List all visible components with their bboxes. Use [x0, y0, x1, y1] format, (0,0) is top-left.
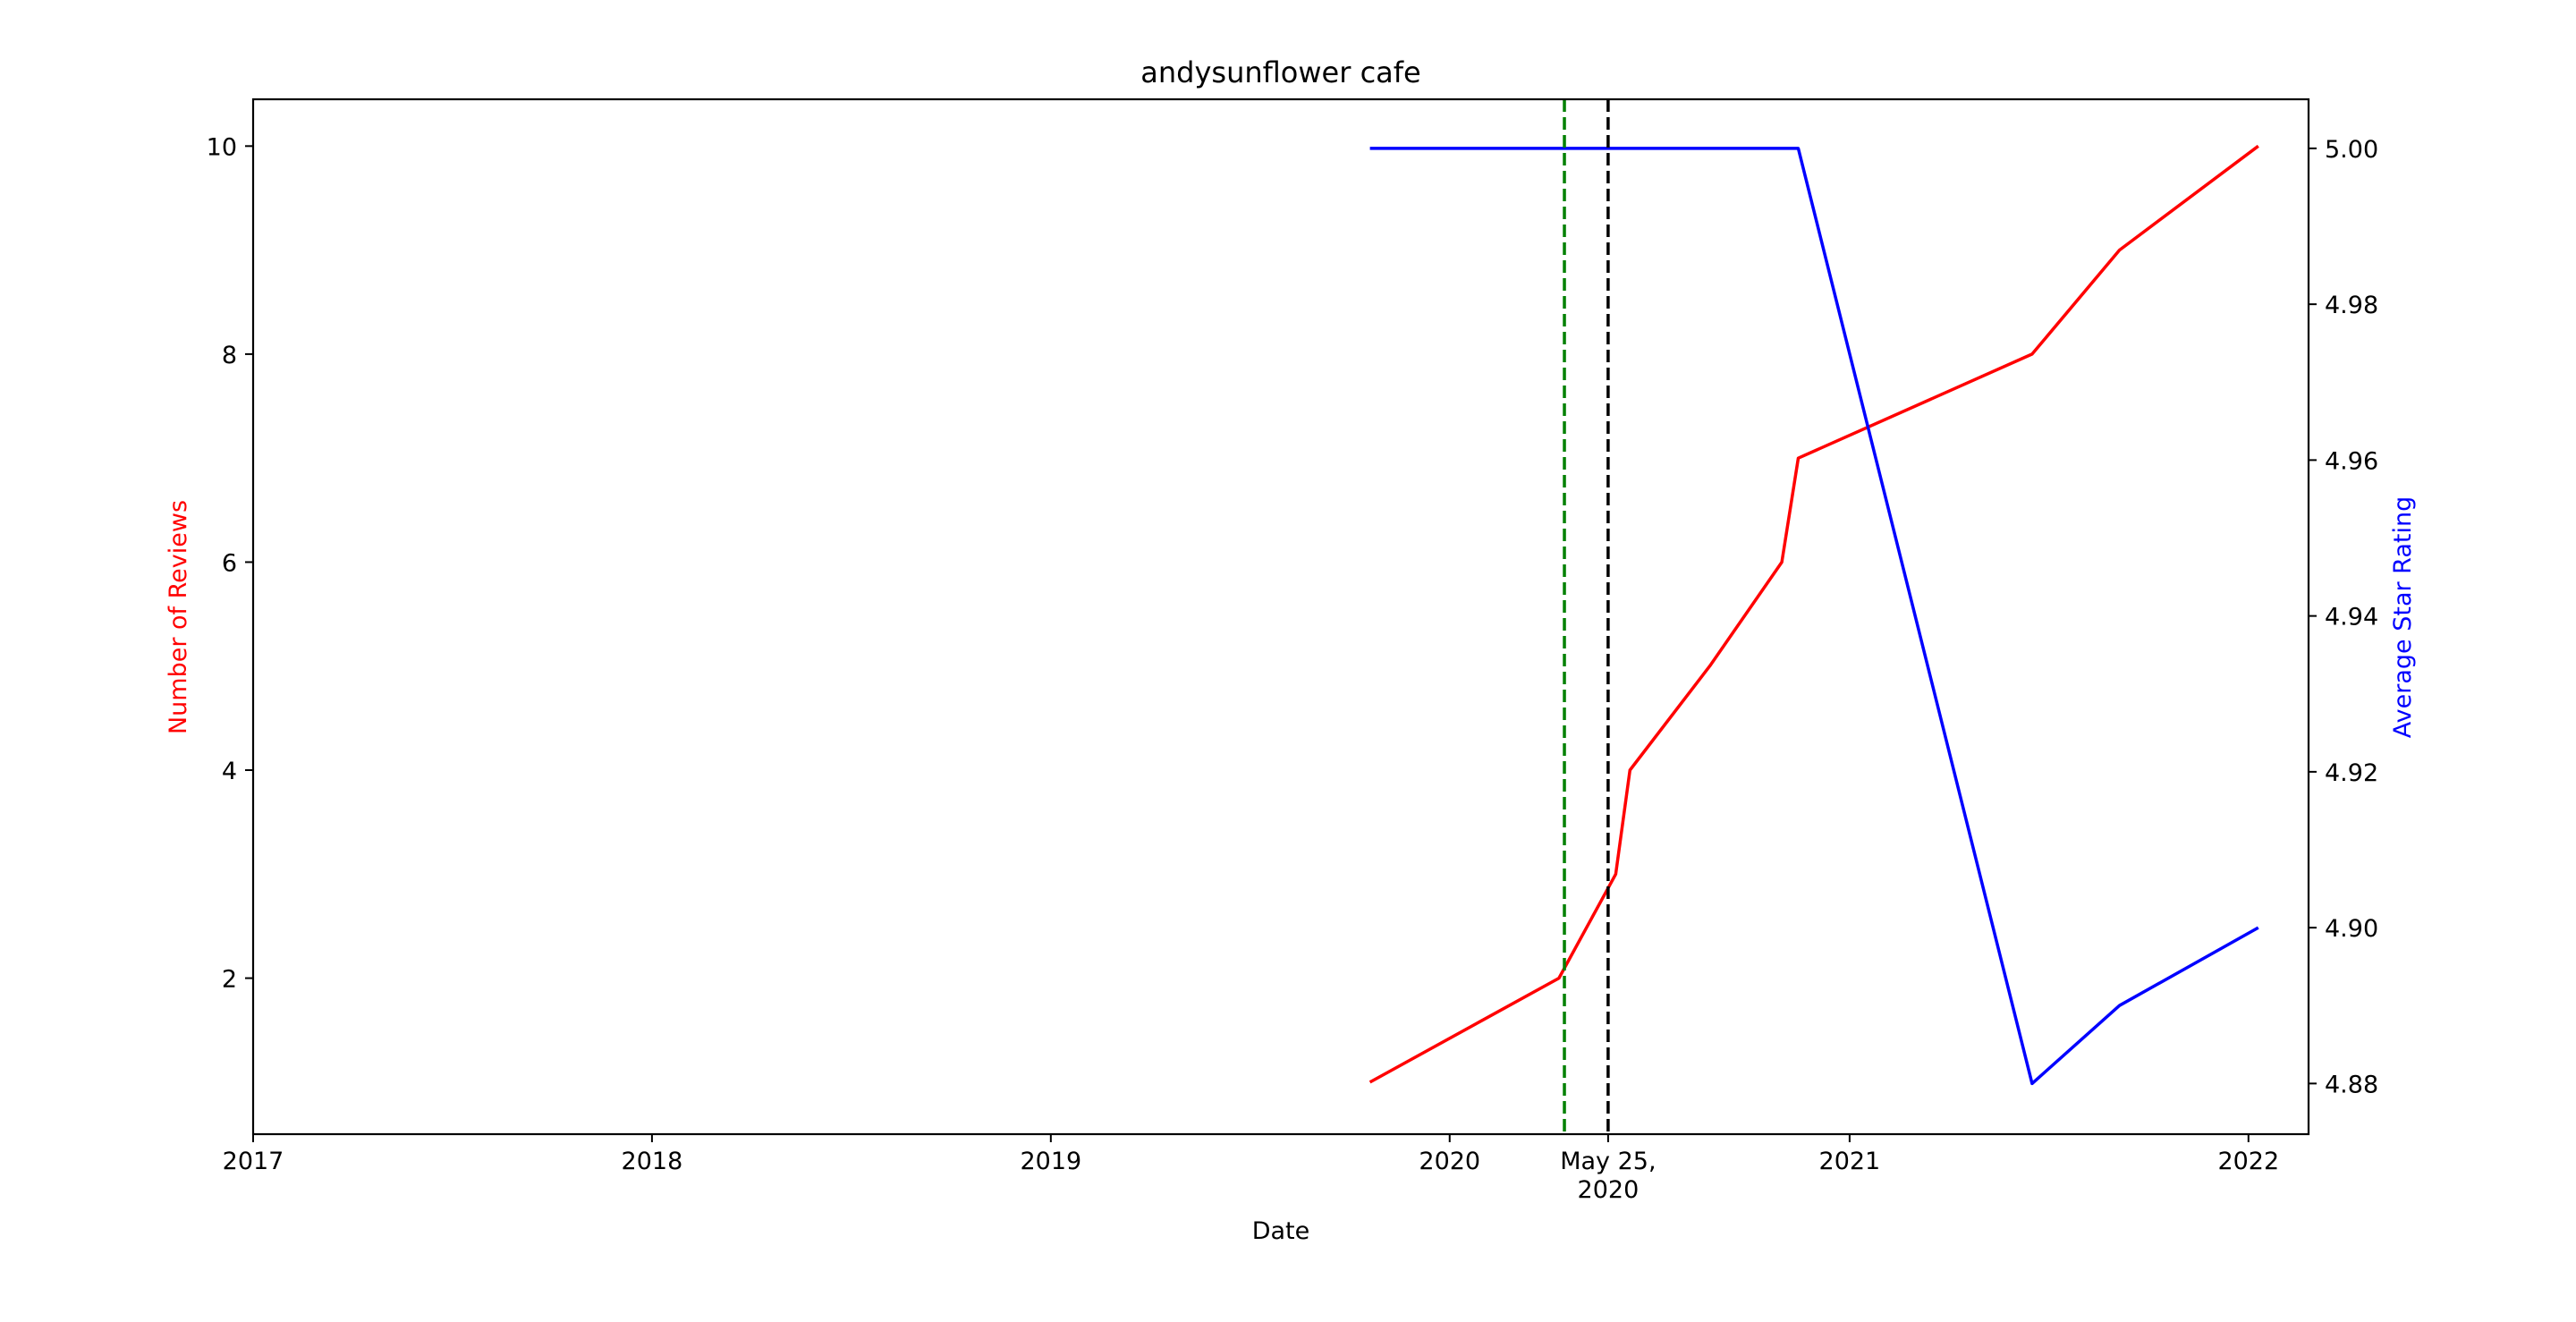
plot-lines	[1368, 144, 2259, 1086]
y-axis-right: 4.88 4.90 4.92 4.94 4.96 4.98 5.00	[2309, 136, 2378, 1098]
y-right-tick-label: 4.90	[2325, 915, 2378, 943]
y-axis-left-label: Number of Reviews	[165, 500, 192, 734]
y-right-tick-label: 4.92	[2325, 759, 2378, 787]
y-left-tick-label: 4	[222, 758, 237, 785]
y-right-tick-label: 4.88	[2325, 1071, 2378, 1098]
y-left-tick-label: 10	[207, 133, 237, 161]
x-tick-label: 2019	[1020, 1148, 1081, 1175]
y-axis-right-label: Average Star Rating	[2389, 496, 2417, 738]
x-tick-label: 2017	[223, 1148, 284, 1175]
reference-lines	[1563, 99, 1610, 1134]
y-right-tick-label: 5.00	[2325, 136, 2378, 164]
x-tick-label: May 25, 2020	[1560, 1148, 1656, 1204]
reviews-series-line	[1368, 144, 2259, 1084]
y-right-tick-label: 4.96	[2325, 447, 2378, 475]
x-axis-label: Date	[1252, 1217, 1310, 1245]
x-tick-label: 2022	[2217, 1148, 2279, 1175]
chart-title: andysunflower cafe	[1140, 55, 1420, 89]
x-tick-label: 2018	[622, 1148, 683, 1175]
y-axis-left: 2 4 6 8 10	[207, 133, 253, 994]
y-right-tick-label: 4.98	[2325, 292, 2378, 319]
y-left-tick-label: 8	[222, 342, 237, 369]
x-axis: 2017 2018 2019 2020 May 25, 2020 2021 2022	[223, 1134, 2279, 1204]
rating-series-line	[1369, 147, 2259, 1086]
y-left-tick-label: 2	[222, 966, 237, 994]
y-left-tick-label: 6	[222, 549, 237, 577]
y-right-tick-label: 4.94	[2325, 604, 2378, 631]
x-tick-label: 2020	[1419, 1148, 1480, 1175]
x-tick-label: 2021	[1819, 1148, 1881, 1175]
